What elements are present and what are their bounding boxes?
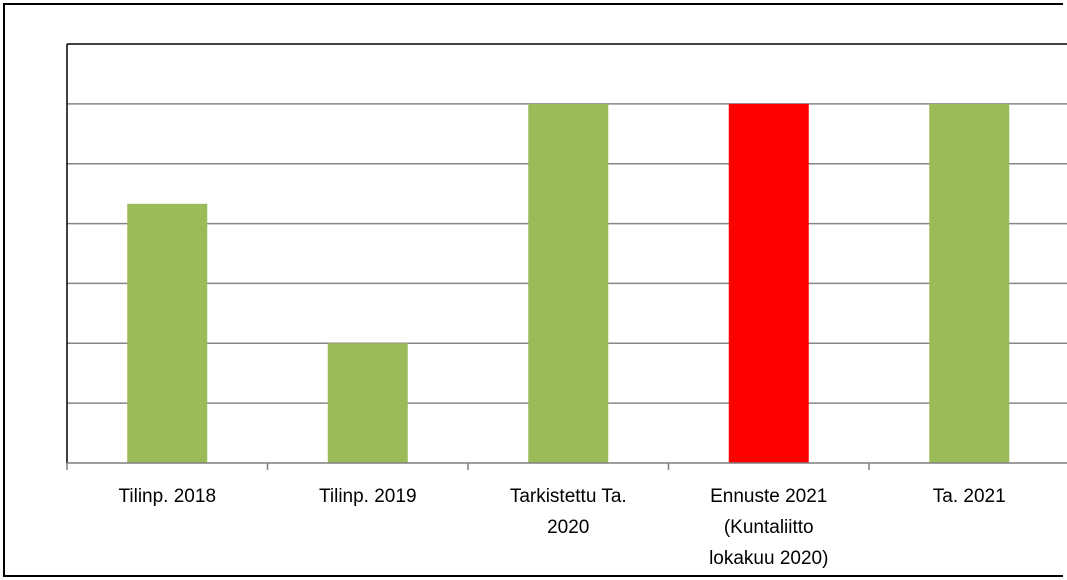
- x-tick-label: (Kuntaliitto: [724, 517, 814, 538]
- bar: [528, 103, 609, 463]
- x-tick-label: lokakuu 2020): [709, 548, 828, 569]
- bar: [728, 103, 809, 463]
- bar: [127, 203, 208, 463]
- x-tick-label: Tilinp. 2019: [319, 486, 417, 507]
- bar: [327, 343, 408, 463]
- x-tick-label: Ta. 2021: [933, 486, 1006, 507]
- x-tick-labels: Tilinp. 2018 Tilinp. 2019 Tarkistettu Ta. 2…: [118, 486, 1005, 569]
- x-tick-label: 2020: [547, 517, 589, 538]
- chart-frame: [3, 3, 1063, 577]
- x-ticks: [66, 463, 870, 470]
- x-tick-label: Tilinp. 2018: [118, 486, 216, 507]
- x-tick-label: Ennuste 2021: [710, 486, 827, 507]
- bar: [929, 103, 1010, 463]
- axes: [66, 44, 1067, 464]
- x-tick-label: Tarkistettu Ta.: [510, 486, 627, 507]
- bars: [127, 103, 1010, 463]
